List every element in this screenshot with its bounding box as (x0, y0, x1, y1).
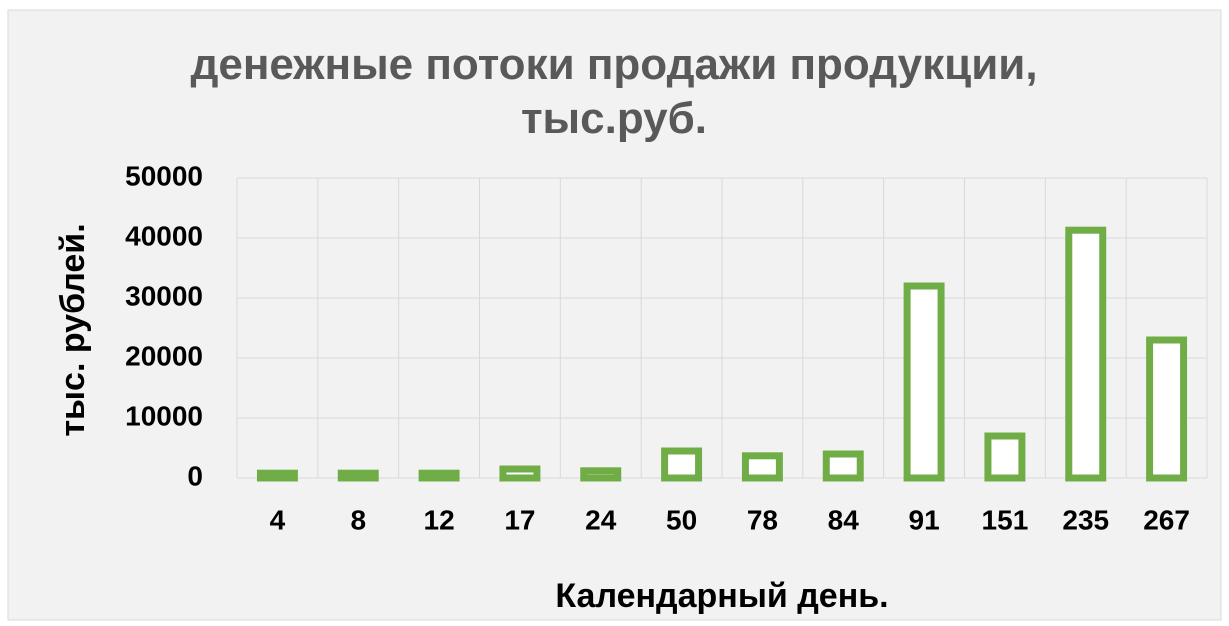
bar (1065, 226, 1107, 482)
bar (903, 282, 945, 482)
x-tick-label: 4 (270, 504, 286, 535)
chart-area (7, 9, 1222, 621)
bar (661, 447, 703, 482)
bar (741, 452, 783, 482)
y-tick-label: 20000 (125, 340, 203, 371)
y-tick-label: 0 (187, 460, 203, 491)
x-axis-label: Календарный день. (555, 577, 888, 615)
bar (822, 450, 864, 482)
x-tick-label: 8 (350, 504, 366, 535)
x-tick-label: 84 (828, 504, 860, 535)
bar (984, 432, 1026, 482)
y-tick-label: 30000 (125, 280, 203, 311)
x-tick-label: 235 (1062, 504, 1109, 535)
y-tick-label: 50000 (125, 160, 203, 191)
x-tick-label: 50 (666, 504, 697, 535)
bar (499, 465, 541, 482)
y-tick-label: 10000 (125, 400, 203, 431)
bar (418, 469, 460, 482)
x-tick-label: 17 (504, 504, 535, 535)
y-axis-label: тыс. рублей. (54, 223, 92, 436)
x-tick-label: 91 (909, 504, 940, 535)
bar (337, 469, 379, 482)
bar (580, 467, 622, 482)
bar (1146, 336, 1188, 482)
x-tick-label: 267 (1143, 504, 1190, 535)
bar (256, 469, 298, 482)
y-tick-label: 40000 (125, 220, 203, 251)
x-tick-label: 78 (747, 504, 778, 535)
x-tick-label: 151 (982, 504, 1029, 535)
x-tick-label: 24 (585, 504, 617, 535)
x-tick-label: 12 (424, 504, 455, 535)
chart-title: денежные потоки продажи продукции, тыс.р… (190, 40, 1038, 143)
